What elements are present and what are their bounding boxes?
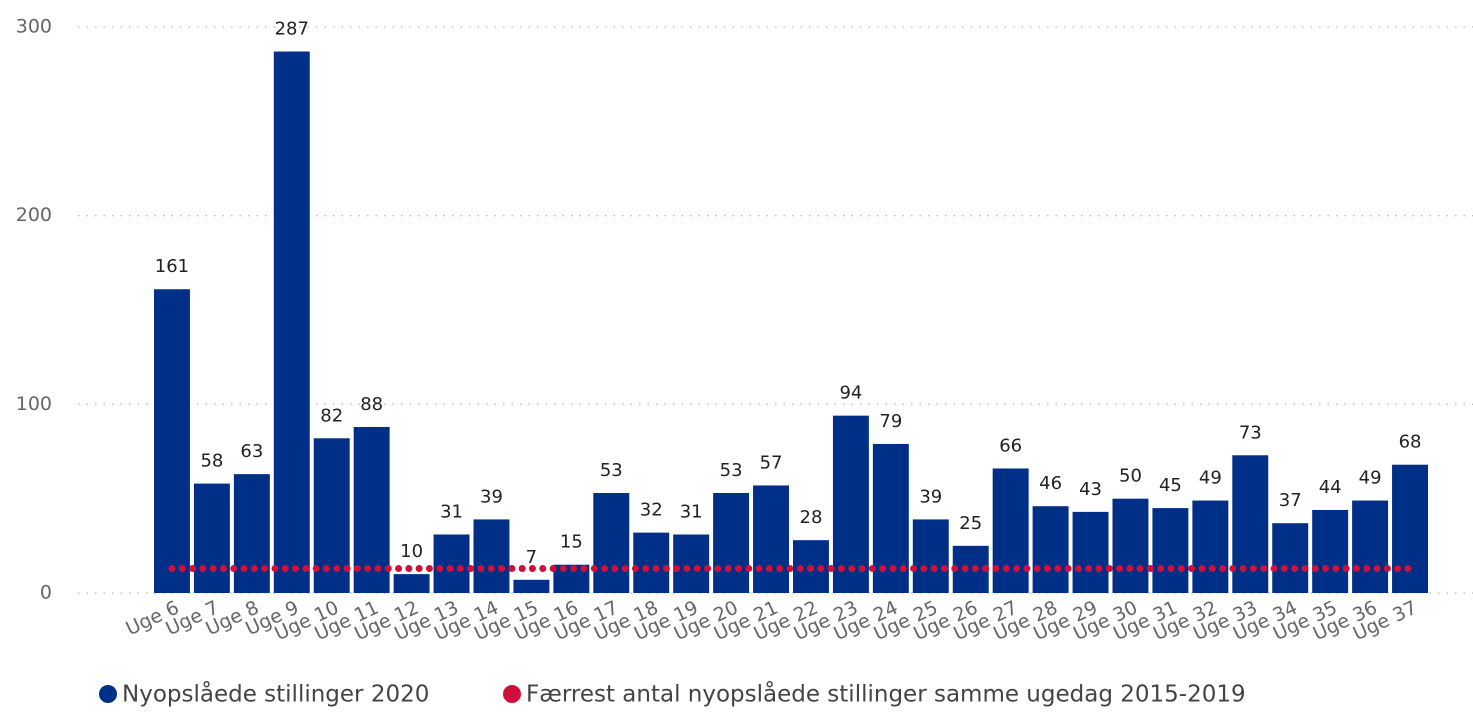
legend-label: Nyopslåede stillinger 2020 xyxy=(122,680,429,708)
data-label: 45 xyxy=(1159,475,1182,496)
data-label: 15 xyxy=(560,532,583,553)
bar xyxy=(1392,464,1429,593)
data-label: 7 xyxy=(526,547,537,568)
data-label: 31 xyxy=(680,502,703,523)
data-label: 25 xyxy=(959,513,982,534)
data-label: 37 xyxy=(1279,490,1302,511)
bar xyxy=(1192,500,1229,593)
data-label: 82 xyxy=(320,405,343,426)
data-label: 28 xyxy=(800,507,823,528)
bar xyxy=(433,534,470,593)
bar xyxy=(1032,506,1069,593)
data-label: 32 xyxy=(640,500,663,521)
bar xyxy=(273,51,310,593)
bar xyxy=(912,519,949,593)
data-label: 49 xyxy=(1359,468,1382,489)
bar xyxy=(713,493,750,593)
y-tick-label: 300 xyxy=(16,16,52,38)
bar xyxy=(633,532,670,593)
bar xyxy=(1352,500,1389,593)
bar xyxy=(1152,508,1189,593)
legend-marker xyxy=(99,685,117,703)
bar xyxy=(1072,511,1109,593)
bar xyxy=(193,483,230,593)
data-label: 63 xyxy=(240,441,263,462)
bar xyxy=(473,519,510,593)
legend-marker xyxy=(503,685,521,703)
data-label: 161 xyxy=(155,256,189,277)
bar xyxy=(1232,455,1269,593)
bar xyxy=(513,579,550,593)
data-label: 50 xyxy=(1119,466,1142,487)
data-label: 57 xyxy=(760,452,783,473)
data-label: 66 xyxy=(999,435,1022,456)
bar xyxy=(353,426,390,593)
bar xyxy=(673,534,710,593)
bar xyxy=(992,468,1029,593)
bar xyxy=(593,493,630,593)
data-label: 39 xyxy=(480,486,503,507)
data-label: 31 xyxy=(440,502,463,523)
data-label: 10 xyxy=(400,541,423,562)
bar xyxy=(1312,509,1349,593)
data-label: 44 xyxy=(1319,477,1342,498)
bar xyxy=(153,289,190,593)
y-tick-label: 0 xyxy=(40,582,52,604)
data-label: 58 xyxy=(200,451,223,472)
data-label: 94 xyxy=(839,383,862,404)
bar xyxy=(1112,498,1149,593)
bar xyxy=(393,574,430,593)
bar xyxy=(832,415,869,593)
data-label: 73 xyxy=(1239,422,1262,443)
data-label: 79 xyxy=(879,411,902,432)
y-tick-label: 100 xyxy=(16,393,52,415)
bar xyxy=(1272,523,1309,593)
data-label: 68 xyxy=(1399,432,1422,453)
data-label: 53 xyxy=(720,460,743,481)
legend-label: Færrest antal nyopslåede stillinger samm… xyxy=(526,680,1246,708)
data-label: 49 xyxy=(1199,468,1222,489)
bar xyxy=(233,474,270,593)
data-label: 287 xyxy=(275,19,309,40)
bar xyxy=(753,485,790,593)
data-label: 43 xyxy=(1079,479,1102,500)
y-tick-label: 200 xyxy=(16,204,52,226)
data-label: 46 xyxy=(1039,473,1062,494)
data-label: 53 xyxy=(600,460,623,481)
data-label: 39 xyxy=(919,486,942,507)
bar xyxy=(313,438,350,593)
data-label: 88 xyxy=(360,394,383,415)
